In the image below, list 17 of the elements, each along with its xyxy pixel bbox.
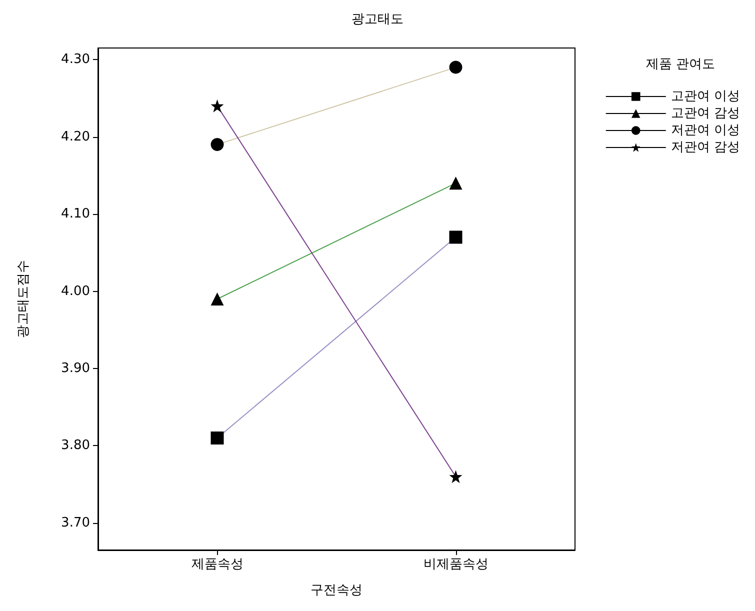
y-tick-label: 4.20 [61, 129, 90, 144]
x-tick-label: 제품속성 [191, 557, 244, 572]
chart-title: 광고태도 [352, 12, 404, 27]
x-axis-title: 구전속성 [310, 583, 362, 598]
y-axis-title: 광고태도점수 [16, 260, 31, 338]
legend-label: 고관여 이성 [670, 89, 740, 104]
y-tick-label: 3.80 [61, 438, 90, 454]
legend-label: 저관여 감성 [670, 140, 740, 155]
y-tick-label: 3.90 [61, 361, 90, 376]
legend-label: 저관여 이성 [670, 123, 740, 138]
y-tick-label: 3.70 [61, 515, 90, 530]
x-tick-label: 비제품속성 [423, 557, 488, 572]
y-tick-label: 4.30 [61, 52, 90, 68]
legend-label: 고관여 감성 [670, 106, 740, 121]
y-tick-label: 4.10 [61, 206, 90, 222]
legend-title: 제품 관여도 [646, 57, 716, 72]
y-tick-label: 4.00 [61, 284, 90, 299]
